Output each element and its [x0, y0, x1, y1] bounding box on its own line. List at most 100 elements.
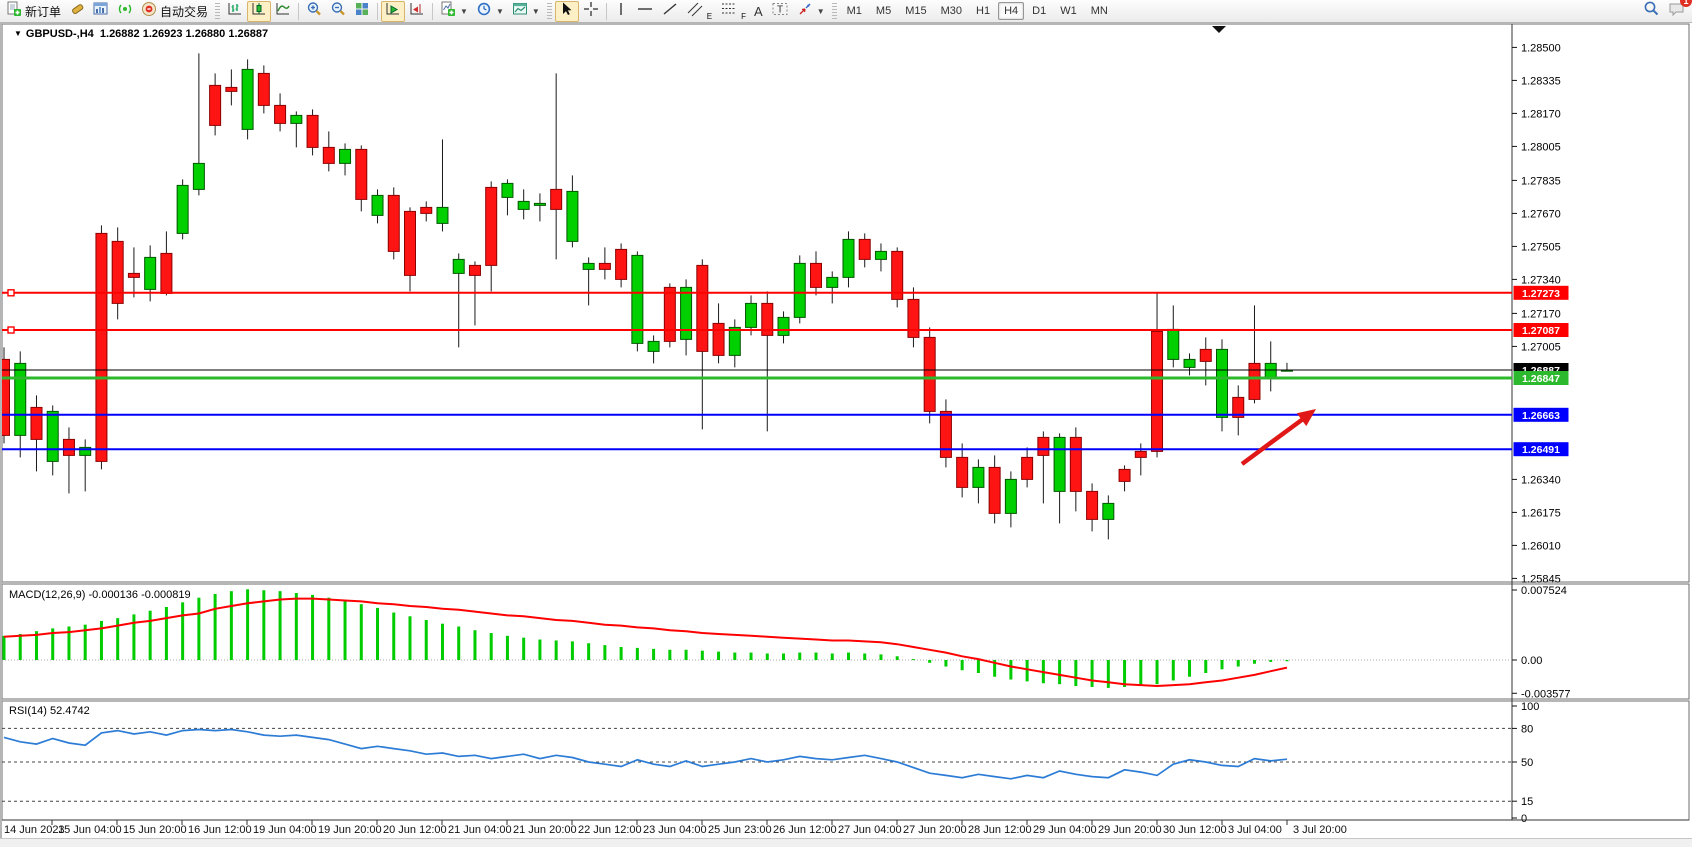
zoom-in-button[interactable] — [302, 1, 326, 22]
templates-button[interactable]: ▼ — [508, 1, 544, 22]
candlestick-icon — [251, 1, 267, 22]
time-axis-label: 21 Jun 04:00 — [448, 824, 512, 836]
macd-bar — [587, 643, 591, 660]
candle — [192, 162, 205, 190]
candle — [1248, 362, 1261, 400]
candle — [1037, 436, 1050, 456]
new-order-button[interactable]: 新订单 — [2, 1, 65, 22]
time-axis-label: 28 Jun 12:00 — [968, 824, 1032, 836]
price-axis-label: 1.26340 — [1521, 474, 1561, 486]
chat-button[interactable]: 1 — [1668, 0, 1692, 22]
line-handle[interactable] — [7, 289, 15, 297]
candle — [127, 272, 140, 278]
tile-windows-button[interactable] — [350, 1, 374, 22]
macd-bar — [392, 612, 396, 660]
macd-bar — [1123, 660, 1127, 687]
macd-bar — [879, 654, 883, 660]
horizontal-line-button[interactable] — [632, 1, 658, 22]
candlestick-button[interactable] — [247, 0, 272, 22]
autotrading-button[interactable]: 自动交易 — [137, 1, 212, 22]
timeframe-button-M5[interactable]: M5 — [875, 5, 892, 17]
candle — [1151, 330, 1164, 452]
search-icon[interactable] — [1643, 0, 1660, 22]
candle — [225, 86, 238, 92]
line-chart-button[interactable] — [271, 1, 295, 22]
price-line-label-text: 1.26663 — [1522, 410, 1560, 422]
macd-bar — [1009, 660, 1013, 680]
candle — [339, 148, 352, 164]
toolbar-separator — [432, 2, 434, 20]
cursor-button[interactable] — [554, 0, 579, 22]
candle — [1118, 468, 1131, 482]
timeframe-button-H1[interactable]: H1 — [976, 5, 991, 17]
chart-canvas[interactable]: 1.28500 1.28335 1.28170 1.28005 1.27835 1.276… — [0, 23, 1692, 846]
timeframe-button-D1[interactable]: D1 — [1032, 5, 1047, 17]
broadcast-icon — [117, 1, 133, 22]
candle — [1134, 450, 1147, 458]
candle — [62, 438, 75, 456]
macd-bar — [1171, 660, 1175, 681]
timeframe-button-M30[interactable]: M30 — [940, 5, 962, 17]
price-axis-label: 1.27670 — [1521, 208, 1561, 220]
auto-scroll-button[interactable] — [381, 0, 406, 22]
rsi-name: RSI(14) — [9, 705, 47, 717]
macd-bar — [311, 594, 315, 660]
rsi-value: 52.4742 — [49, 705, 90, 717]
candle — [241, 68, 254, 130]
crosshair-button[interactable] — [579, 1, 603, 22]
time-axis-label: 19 Jun 04:00 — [253, 824, 317, 836]
bar-chart-button[interactable] — [223, 1, 247, 22]
timeframe-button-M15[interactable]: M15 — [905, 5, 927, 17]
zoom-out-button[interactable] — [326, 1, 350, 22]
text-label-tool-button[interactable]: T — [767, 1, 793, 22]
timeframe-button-H4[interactable]: H4 — [998, 2, 1025, 20]
rsi-axis-label: 100 — [1521, 701, 1539, 713]
candle — [30, 406, 43, 440]
candle — [95, 232, 108, 462]
price-axis-label: 1.28005 — [1521, 141, 1561, 153]
time-axis-label: 3 Jul 04:00 — [1228, 824, 1282, 836]
auto-scroll-icon — [385, 1, 401, 22]
candle — [939, 410, 952, 458]
macd-bar — [863, 653, 867, 660]
macd-bar — [457, 626, 461, 660]
arrows-tool-button[interactable]: ▼ — [793, 1, 829, 22]
toolbar-grip — [215, 3, 221, 19]
chevron-down-icon: ▼ — [816, 6, 825, 16]
chart-shift-button[interactable] — [405, 1, 429, 22]
line-handle[interactable] — [7, 326, 15, 334]
brush-button[interactable] — [65, 1, 89, 22]
candle — [1053, 436, 1066, 492]
periods-button[interactable]: ▼ — [472, 1, 508, 22]
charts-button[interactable] — [89, 1, 113, 22]
timeframe-button-MN[interactable]: MN — [1090, 5, 1108, 17]
candle — [322, 146, 335, 164]
timeframe-button-W1[interactable]: W1 — [1060, 5, 1077, 17]
vertical-line-button[interactable] — [610, 1, 632, 22]
new-order-label: 新订单 — [25, 4, 62, 19]
trendline-icon — [662, 1, 678, 22]
bar-chart-icon — [227, 1, 243, 22]
trend-arrow[interactable] — [1240, 409, 1316, 466]
toolbar-grip — [546, 3, 552, 19]
broadcast-button[interactable] — [113, 1, 137, 22]
trendline-button[interactable] — [658, 1, 682, 22]
text-tool-button[interactable]: A — [750, 1, 767, 22]
collapse-triangle-icon[interactable]: ▼ — [14, 29, 22, 38]
price-line-label — [1513, 285, 1569, 300]
macd-bar — [652, 648, 656, 660]
timeframe-button-M1[interactable]: M1 — [846, 5, 862, 17]
candle — [647, 340, 660, 352]
autotrading-label: 自动交易 — [160, 4, 209, 19]
macd-bar — [1139, 660, 1143, 686]
macd-bar — [717, 651, 721, 660]
fibonacci-button[interactable]: F — [716, 1, 750, 22]
toolbar-separator — [298, 2, 300, 20]
equidistant-channel-button[interactable]: E — [682, 1, 716, 22]
indicators-button[interactable]: ▼ — [436, 1, 472, 22]
candle — [160, 252, 173, 294]
macd-bar — [229, 591, 233, 660]
time-axis-label: 27 Jun 20:00 — [903, 824, 967, 836]
time-axis-label: 3 Jul 20:00 — [1293, 824, 1347, 836]
chart-shift-marker[interactable] — [1212, 26, 1226, 33]
